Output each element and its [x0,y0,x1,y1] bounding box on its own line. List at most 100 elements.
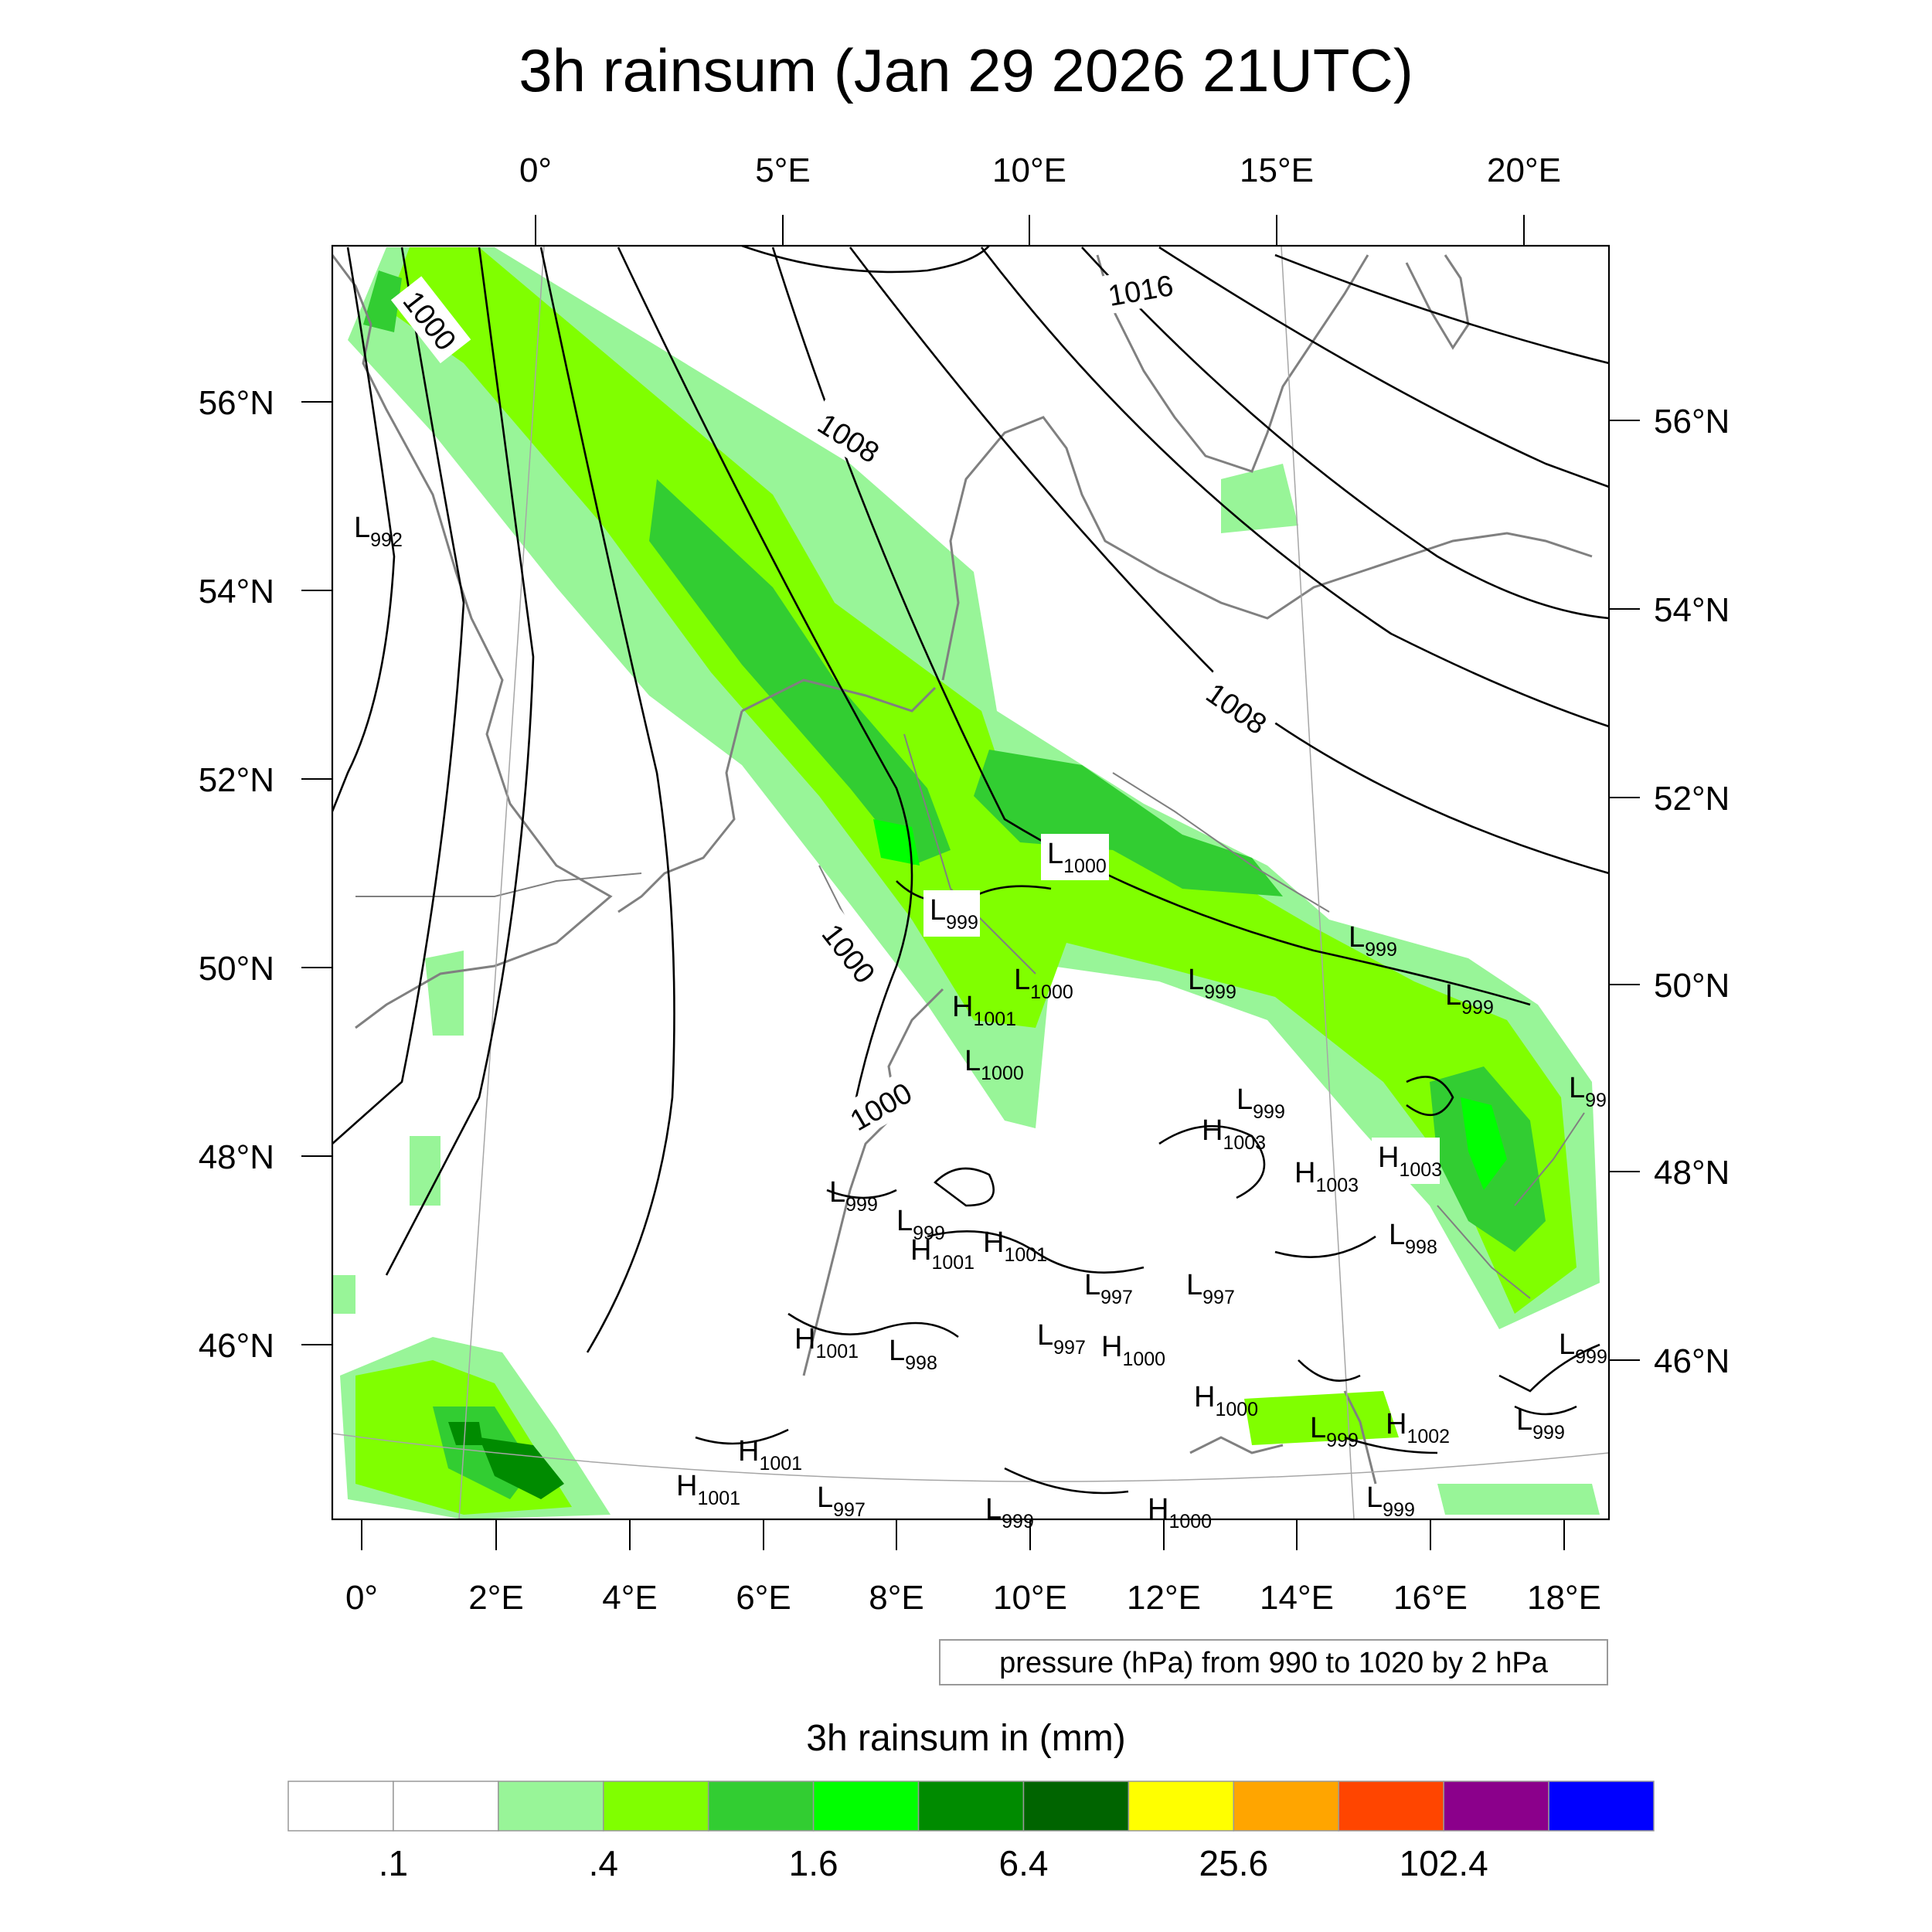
pressure-center-low: L999 [1516,1404,1565,1444]
pressure-center-high: H1002 [1386,1408,1450,1447]
pressure-center-low: L999 [923,890,980,937]
pressure-center-low: L998 [1389,1219,1437,1258]
pressure-center-low: L999 [985,1493,1034,1532]
svg-text:L998: L998 [889,1335,937,1374]
colorbar-swatch [603,1781,709,1832]
pressure-centers: L992L1000L999L1000H1001L1000L999L999L999… [354,512,1607,1532]
svg-text:L999: L999 [1366,1481,1415,1521]
pressure-center-low: L999 [1349,921,1397,961]
bottom-lon-labels: 0° 2°E 4°E 6°E 8°E 10°E 12°E 14°E 16°E 1… [345,1579,1601,1617]
svg-text:H1003: H1003 [1294,1157,1359,1196]
colorbar-label: 1.6 [789,1843,838,1883]
pressure-center-low: L999 [1310,1412,1359,1451]
pressure-center-low: L997 [817,1481,866,1521]
bottom-lon-label: 4°E [602,1579,657,1617]
pressure-center-high: H1001 [794,1323,859,1362]
pressure-center-low: L997 [1084,1269,1133,1308]
colorbar [287,1781,1655,1832]
colorbar-label: 6.4 [998,1843,1048,1883]
svg-text:L997: L997 [817,1481,866,1521]
pressure-center-low: L992 [354,512,403,551]
colorbar-label: 102.4 [1400,1843,1488,1883]
svg-text:L997: L997 [1084,1269,1133,1308]
colorbar-swatch [1128,1781,1235,1832]
contour-labels: 1000 1008 1016 1008 1000 1000 [390,263,1282,1142]
svg-text:L999: L999 [829,1176,878,1216]
pressure-center-low: L998 [889,1335,937,1374]
pressure-center-low: L1000 [964,1045,1024,1084]
pressure-center-high: H1001 [738,1435,802,1475]
svg-text:H1000: H1000 [1194,1381,1258,1420]
pressure-center-high: H1000 [1101,1331,1165,1370]
top-lon-label: 5°E [755,151,810,189]
svg-text:L999: L999 [1559,1328,1607,1368]
pressure-center-low: L999 [1188,964,1236,1003]
colorbar-swatch [498,1781,604,1832]
pressure-center-low: L999 [896,1205,945,1244]
map-title: 3h rainsum (Jan 29 2026 21UTC) [519,36,1413,104]
pressure-center-high: H1000 [1194,1381,1258,1420]
top-lon-labels: 0° 5°E 10°E 15°E 20°E [519,151,1561,189]
pressure-center-low: L99 [1569,1072,1607,1111]
bottom-lon-label: 6°E [736,1579,791,1617]
svg-text:L1000: L1000 [1014,964,1073,1003]
svg-text:H1001: H1001 [794,1323,859,1362]
pressure-center-low: L997 [1037,1319,1086,1359]
left-lat-label: 48°N [199,1138,274,1176]
svg-text:L999: L999 [896,1205,945,1244]
map-panel [332,246,1609,1519]
bottom-lon-label: 8°E [869,1579,923,1617]
svg-text:L999: L999 [1188,964,1236,1003]
svg-text:L999: L999 [1445,979,1494,1019]
bottom-lon-label: 2°E [468,1579,523,1617]
svg-text:H1000: H1000 [1148,1493,1212,1532]
pressure-center-low: L999 [1366,1481,1415,1521]
svg-text:H1002: H1002 [1386,1408,1450,1447]
pressure-center-low: L999 [829,1176,878,1216]
colorbar-swatch [1338,1781,1444,1832]
pressure-center-high: H1003 [1294,1157,1359,1196]
left-lat-label: 50°N [199,950,274,988]
pressure-isobars [332,246,1609,1495]
colorbar-swatch [393,1781,499,1832]
right-lat-label: 56°N [1654,403,1730,440]
left-lat-label: 56°N [199,384,274,422]
colorbar-label: .4 [589,1843,618,1883]
bottom-lon-label: 16°E [1393,1579,1468,1617]
axis-ticks [301,215,1640,1550]
right-lat-labels: 56°N 54°N 52°N 50°N 48°N 46°N [1654,403,1730,1380]
colorbar-swatch [1548,1781,1655,1832]
pressure-center-high: H1003 [1202,1114,1266,1154]
pressure-center-low: L999 [1559,1328,1607,1368]
svg-text:H1001: H1001 [738,1435,802,1475]
svg-text:L999: L999 [1236,1083,1285,1123]
bottom-lon-label: 14°E [1260,1579,1334,1617]
pressure-center-low: L997 [1186,1269,1235,1308]
svg-text:L1000: L1000 [1047,838,1107,877]
colorbar-labels: .1 .4 1.6 6.4 25.6 102.4 [379,1843,1488,1883]
svg-text:pressure (hPa) from 990 to 102: pressure (hPa) from 990 to 1020 by 2 hPa [999,1647,1549,1679]
colorbar-swatch [812,1781,920,1832]
svg-text:H1003: H1003 [1202,1114,1266,1154]
right-lat-label: 54°N [1654,591,1730,629]
pressure-center-low: L999 [1236,1083,1285,1123]
svg-text:H1001: H1001 [676,1470,740,1509]
pressure-center-high: H1003 [1372,1138,1442,1184]
top-lon-label: 15°E [1240,151,1314,189]
right-lat-label: 48°N [1654,1154,1730,1192]
pressure-center-low: L1000 [1041,834,1109,880]
svg-text:L997: L997 [1037,1319,1086,1359]
svg-text:H1003: H1003 [1378,1141,1442,1181]
right-lat-label: 50°N [1654,967,1730,1005]
left-lat-label: 52°N [199,761,274,799]
colorbar-swatch [917,1781,1025,1832]
svg-text:H1000: H1000 [1101,1331,1165,1370]
bottom-lon-label: 18°E [1527,1579,1601,1617]
pressure-center-low: L999 [1445,979,1494,1019]
colorbar-swatch [1233,1781,1339,1832]
pressure-center-high: H1000 [1148,1493,1212,1532]
bottom-lon-label: 0° [345,1579,378,1617]
svg-text:L998: L998 [1389,1219,1437,1258]
colorbar-label: .1 [379,1843,408,1883]
